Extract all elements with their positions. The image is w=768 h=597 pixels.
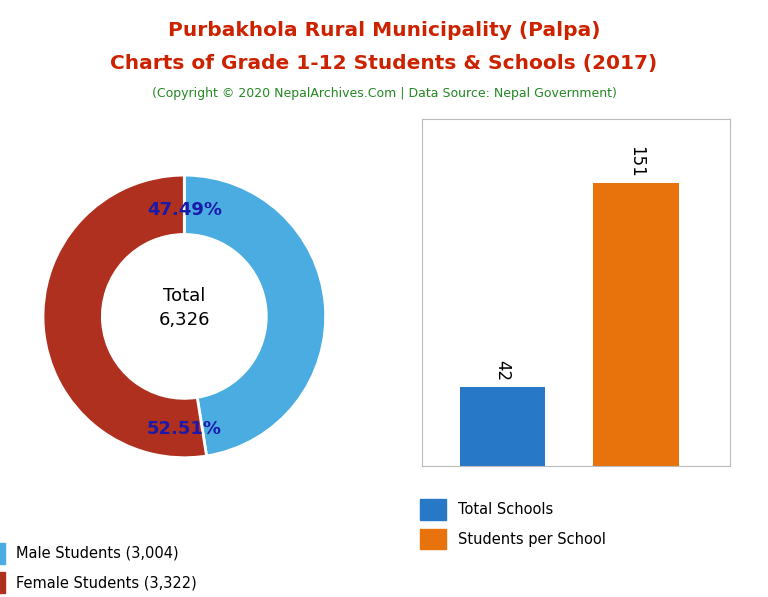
Text: 151: 151 xyxy=(627,146,645,177)
Text: 42: 42 xyxy=(494,361,511,381)
Text: (Copyright © 2020 NepalArchives.Com | Data Source: Nepal Government): (Copyright © 2020 NepalArchives.Com | Da… xyxy=(151,87,617,100)
Wedge shape xyxy=(43,175,207,458)
Text: 47.49%: 47.49% xyxy=(147,201,222,220)
Wedge shape xyxy=(184,175,326,456)
Text: Charts of Grade 1-12 Students & Schools (2017): Charts of Grade 1-12 Students & Schools … xyxy=(111,54,657,73)
Bar xyxy=(594,183,679,466)
Text: 52.51%: 52.51% xyxy=(147,420,222,438)
Text: Purbakhola Rural Municipality (Palpa): Purbakhola Rural Municipality (Palpa) xyxy=(167,21,601,40)
Text: Total
6,326: Total 6,326 xyxy=(158,287,210,329)
Legend: Male Students (3,004), Female Students (3,322): Male Students (3,004), Female Students (… xyxy=(0,537,203,597)
Legend: Total Schools, Students per School: Total Schools, Students per School xyxy=(414,494,612,555)
Bar xyxy=(460,387,545,466)
